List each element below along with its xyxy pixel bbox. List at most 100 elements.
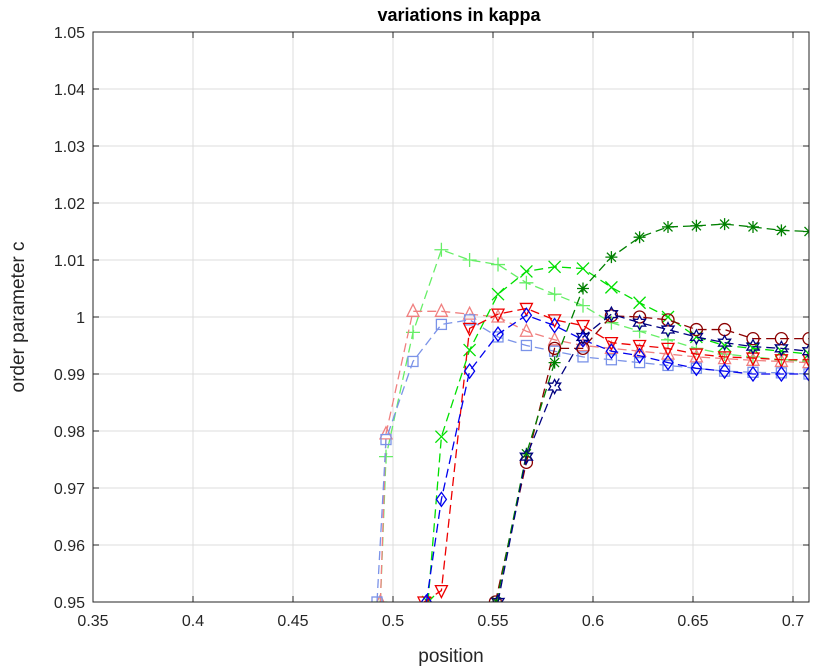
series-triangle-down (416, 302, 809, 602)
data-point (747, 220, 759, 233)
x-tick-label: 0.7 (782, 613, 804, 630)
series-line (379, 248, 809, 602)
data-point (491, 287, 505, 301)
data-point (717, 351, 732, 366)
data-point (462, 305, 477, 320)
data-point (490, 593, 506, 602)
series-line (494, 315, 809, 602)
data-point (405, 302, 421, 317)
data-point (605, 354, 618, 366)
data-point (660, 342, 676, 357)
data-point (604, 336, 619, 352)
data-point (548, 317, 561, 334)
chart-title: variations in kappa (377, 5, 541, 25)
data-point (420, 593, 433, 602)
data-point (547, 331, 562, 346)
x-axis-label: position (418, 646, 484, 667)
data-point (462, 322, 477, 337)
data-point (380, 433, 392, 446)
series-line (427, 266, 809, 602)
data-point (717, 334, 732, 352)
data-point (519, 448, 534, 466)
data-point (577, 282, 589, 295)
data-point (661, 313, 675, 327)
data-point (632, 339, 647, 354)
series-asterisk (490, 218, 809, 602)
data-point (633, 296, 647, 310)
data-point (548, 356, 561, 369)
data-point (492, 325, 504, 343)
data-point (490, 308, 506, 323)
data-point (577, 351, 589, 363)
series-hexagram (490, 305, 809, 602)
data-point (690, 360, 703, 377)
data-point (662, 354, 674, 371)
y-tick-label: 1.04 (54, 82, 85, 99)
y-tick-label: 1.05 (54, 25, 85, 42)
data-point (632, 324, 647, 339)
data-point (775, 224, 788, 237)
y-tick-label: 0.96 (54, 538, 85, 555)
data-point (689, 328, 704, 346)
series-group (371, 218, 809, 602)
data-point (520, 339, 533, 352)
data-point (632, 310, 647, 324)
data-point (662, 220, 674, 233)
data-point (802, 332, 809, 346)
y-tick-label: 0.97 (54, 481, 85, 498)
data-point (520, 307, 533, 324)
data-point (604, 280, 618, 294)
y-tick-label: 0.98 (54, 424, 85, 441)
data-point (519, 322, 534, 337)
data-point (604, 305, 619, 323)
data-point (416, 596, 432, 602)
data-point (689, 348, 704, 363)
data-point (633, 356, 646, 369)
data-point (660, 321, 676, 338)
data-point (689, 322, 704, 337)
x-tick-label: 0.6 (582, 613, 604, 630)
x-tick-label: 0.4 (182, 613, 204, 630)
data-point (633, 347, 646, 364)
data-point (434, 430, 448, 444)
data-point (371, 596, 383, 602)
y-tick-label: 1.02 (54, 196, 85, 213)
data-point (547, 287, 562, 302)
series-line (425, 314, 809, 602)
series-diamond (420, 307, 809, 602)
data-point (547, 378, 562, 395)
x-tick-label: 0.55 (477, 613, 508, 630)
data-point (633, 231, 646, 244)
series-circle (488, 309, 809, 602)
data-point (575, 319, 591, 335)
data-point (462, 253, 477, 267)
data-point (576, 298, 590, 313)
data-point (632, 314, 647, 332)
data-point (435, 318, 448, 331)
data-point (435, 491, 448, 508)
data-point (519, 264, 533, 278)
data-point (801, 342, 809, 360)
data-point (774, 339, 789, 357)
x-tick-label: 0.35 (77, 613, 108, 630)
series-line (423, 307, 809, 602)
data-point (547, 314, 562, 329)
data-point (548, 260, 562, 274)
data-point (802, 354, 809, 369)
data-point (690, 219, 703, 232)
data-point (774, 332, 789, 346)
data-point (491, 257, 505, 272)
data-point (434, 584, 449, 600)
data-point (803, 365, 809, 383)
data-point (520, 447, 533, 460)
data-point (463, 363, 476, 380)
data-point (407, 355, 419, 368)
data-point (434, 242, 449, 257)
data-point (661, 332, 675, 347)
y-tick-label: 0.95 (54, 595, 85, 612)
y-tick-label: 1 (76, 310, 85, 327)
data-point (660, 345, 676, 360)
data-point (605, 343, 618, 360)
data-point (801, 354, 809, 369)
